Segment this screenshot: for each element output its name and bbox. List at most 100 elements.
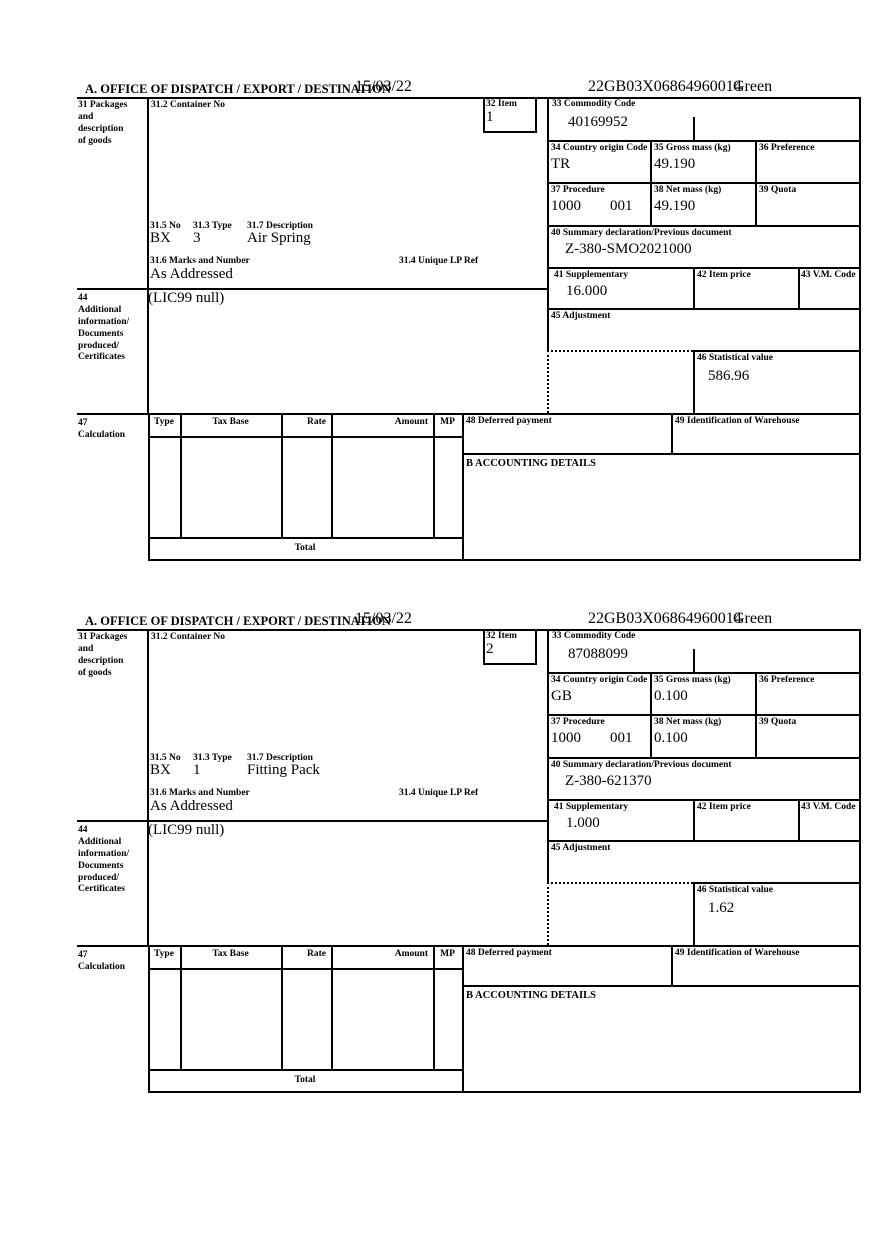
box44-additional-info-label: 44 Additional information/ Documents pro… [78, 293, 130, 363]
line [147, 629, 149, 945]
description-label: 31.7 Description [247, 753, 313, 763]
mp-header: MP [440, 417, 455, 427]
item-box-label: 32 Item [486, 99, 517, 109]
country-origin-value: GB [551, 688, 572, 704]
adjustment-label: 45 Adjustment [551, 311, 611, 321]
warehouse-id-label: 49 Identification of Warehouse [675, 948, 800, 958]
commodity-code-label: 33 Commodity Code [552, 99, 636, 109]
dotted-line [547, 350, 693, 352]
mrn-value: 22GB03X06864960014 [588, 610, 742, 627]
declaration-date: 15/03/22 [355, 78, 412, 95]
line [798, 267, 800, 308]
container-no-label: 31.2 Container No [151, 632, 225, 642]
package-type-label: 31.3 Type [193, 221, 232, 231]
quota-label: 39 Quota [759, 717, 797, 727]
supplementary-value: 16.000 [566, 283, 608, 299]
line [547, 267, 861, 269]
tax-base-header: Tax Base [212, 417, 249, 427]
country-origin-value: TR [551, 156, 571, 172]
mp-header: MP [440, 949, 455, 959]
accounting-details-label: B ACCOUNTING DETAILS [466, 458, 596, 469]
procedure-label: 37 Procedure [551, 717, 605, 727]
package-type-value: 3 [193, 230, 201, 246]
additional-info-value: (LIC99 null) [148, 290, 225, 306]
line [331, 413, 333, 539]
marks-label: 31.6 Marks and Number [150, 256, 250, 266]
line [483, 97, 485, 133]
line [535, 97, 537, 133]
line [433, 945, 435, 1071]
package-no-value: BX [150, 230, 171, 246]
package-no-value: BX [150, 762, 171, 778]
line [462, 453, 861, 455]
package-type-label: 31.3 Type [193, 753, 232, 763]
line [77, 629, 861, 631]
line [671, 945, 673, 985]
rate-header: Rate [307, 949, 326, 959]
preference-label: 36 Preference [759, 675, 815, 685]
line [148, 436, 462, 438]
supplementary-label: 41 Supplementary [554, 802, 629, 812]
amount-header: Amount [394, 417, 428, 427]
procedure-label: 37 Procedure [551, 185, 605, 195]
country-origin-label: 34 Country origin Code [551, 143, 648, 153]
line [650, 140, 652, 225]
previous-document-value: Z-380-621370 [565, 773, 652, 789]
total-label: Total [294, 1075, 316, 1085]
description-value: Fitting Pack [247, 762, 320, 778]
unique-lp-ref-label: 31.4 Unique LP Ref [399, 788, 479, 798]
line [547, 140, 861, 142]
line [650, 672, 652, 757]
commodity-code-label: 33 Commodity Code [552, 631, 636, 641]
line [77, 413, 861, 415]
adjustment-label: 45 Adjustment [551, 843, 611, 853]
preference-label: 36 Preference [759, 143, 815, 153]
line [148, 1069, 462, 1071]
additional-info-value: (LIC99 null) [148, 822, 225, 838]
line [693, 882, 861, 884]
dotted-line [547, 882, 693, 884]
previous-document-value: Z-380-SMO2021000 [565, 241, 692, 257]
line [148, 968, 462, 970]
marks-value: As Addressed [150, 266, 233, 282]
gross-mass-value: 49.190 [654, 156, 696, 172]
dotted-line [547, 882, 549, 945]
line [693, 350, 861, 352]
line [281, 945, 283, 1071]
net-mass-label: 38 Net mass (kg) [654, 717, 722, 727]
previous-document-label: 40 Summary declaration/Previous document [551, 228, 732, 238]
package-no-label: 31.5 No [150, 753, 181, 763]
line [547, 225, 861, 227]
dotted-line [547, 350, 549, 413]
line [148, 559, 861, 561]
declaration-date: 15/03/22 [355, 610, 412, 627]
line [462, 413, 464, 561]
line [281, 413, 283, 539]
office-of-dispatch-label: A. OFFICE OF DISPATCH / EXPORT / DESTINA… [85, 82, 391, 96]
item-number-value: 1 [486, 109, 494, 125]
form-grid: 31 Packages and description of goods 44 … [77, 97, 861, 561]
line [77, 945, 861, 947]
line [547, 799, 861, 801]
line [693, 117, 695, 140]
line [77, 97, 861, 99]
mrn-value: 22GB03X06864960014 [588, 78, 742, 95]
procedure-qualifier-value: 001 [610, 198, 633, 214]
description-label: 31.7 Description [247, 221, 313, 231]
package-type-value: 1 [193, 762, 201, 778]
routing-status: Green [733, 610, 773, 627]
line [180, 945, 182, 1071]
line [798, 799, 800, 840]
procedure-qualifier-value: 001 [610, 730, 633, 746]
procedure-value: 1000 [551, 198, 581, 214]
office-of-dispatch-label: A. OFFICE OF DISPATCH / EXPORT / DESTINA… [85, 614, 391, 628]
item-price-label: 42 Item price [697, 270, 751, 280]
commodity-code-value: 87088099 [568, 646, 628, 662]
line [433, 413, 435, 539]
box47-calculation-label: 47 Calculation [78, 418, 125, 440]
form-grid: 31 Packages and description of goods 44 … [77, 629, 861, 1093]
marks-value: As Addressed [150, 798, 233, 814]
statistical-value: 1.62 [708, 900, 735, 916]
supplementary-value: 1.000 [566, 815, 600, 831]
net-mass-label: 38 Net mass (kg) [654, 185, 722, 195]
